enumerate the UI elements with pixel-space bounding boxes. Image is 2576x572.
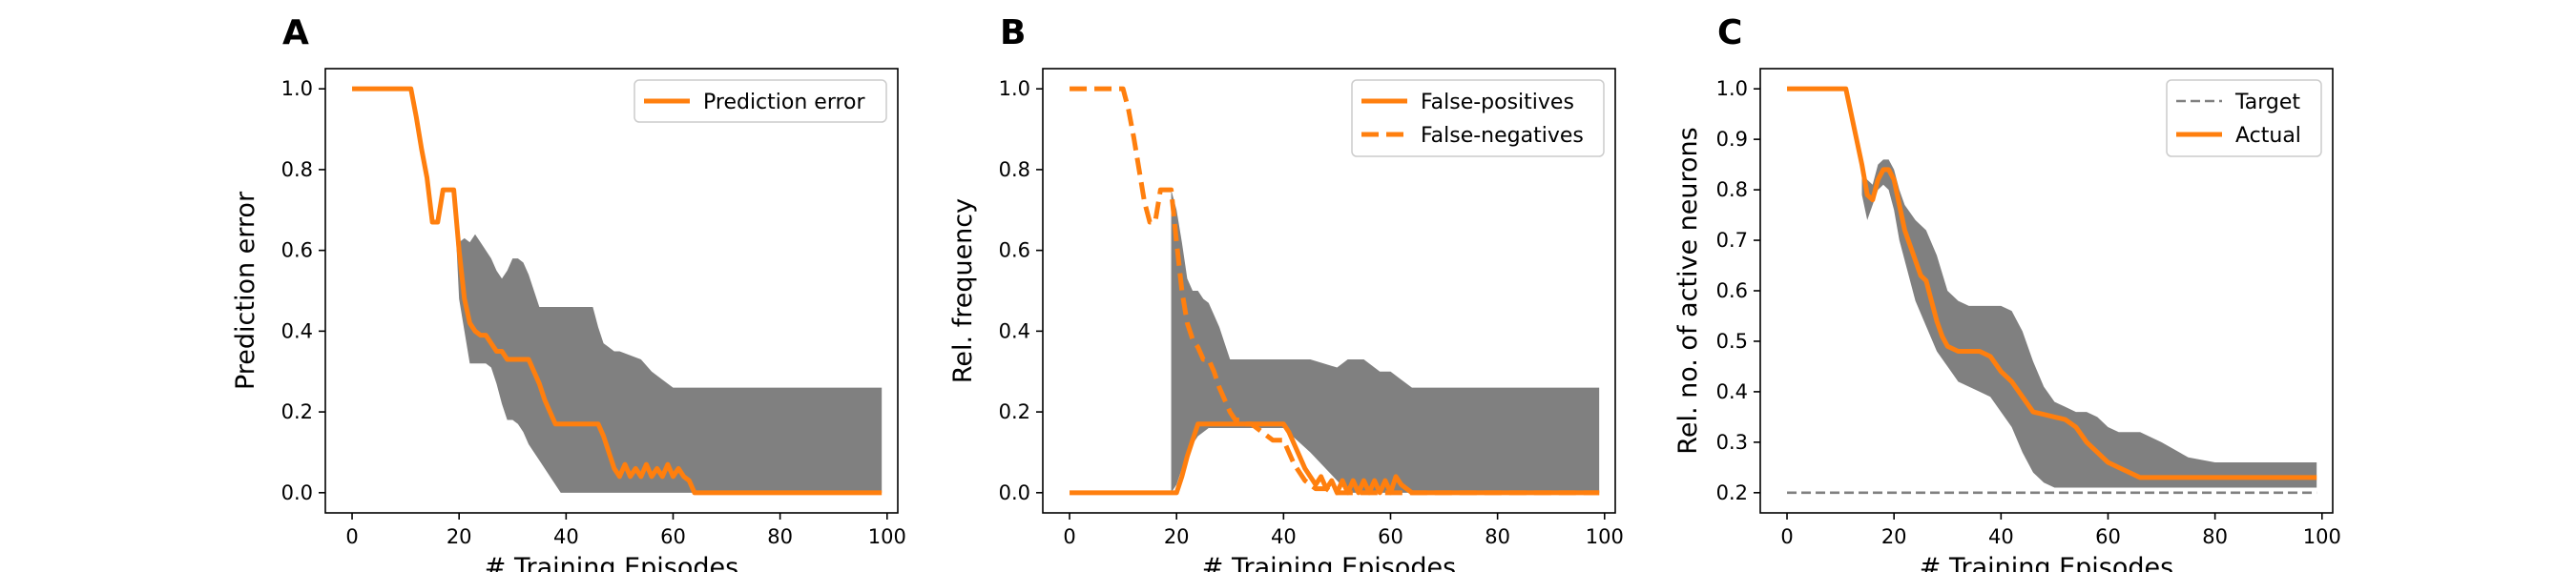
panel-a: 0 20 40 60 80 100 0.0 0.2 0.4 0.6 0.8 1.0 # Training… bbox=[231, 13, 906, 572]
y-tick-label: 0.6 bbox=[1716, 279, 1748, 302]
y-tick-label: 0.8 bbox=[281, 158, 313, 181]
legend-label: False-positives bbox=[1421, 91, 1574, 114]
x-tick-label: 0 bbox=[1063, 525, 1075, 548]
x-tick-label: 80 bbox=[2202, 525, 2228, 548]
y-tick-label: 0.0 bbox=[281, 481, 313, 504]
x-tick-label: 40 bbox=[553, 525, 579, 548]
x-tick-label: 0 bbox=[1780, 525, 1793, 548]
variance-band bbox=[1861, 159, 2317, 488]
x-axis-label: # Training Episodes bbox=[1202, 553, 1456, 572]
y-axis-label: Rel. frequency bbox=[948, 198, 978, 383]
panel-letter: B bbox=[1000, 13, 1026, 52]
panel-letter: C bbox=[1717, 13, 1742, 52]
y-tick-label: 0.2 bbox=[1716, 481, 1748, 504]
legend-box bbox=[2166, 79, 2322, 157]
y-tick-label: 0.6 bbox=[999, 239, 1030, 262]
y-tick-label: 0.4 bbox=[999, 319, 1030, 342]
panel-c: 0 20 40 60 80 100 0.2 0.3 0.4 0.5 0.6 0.7 0.8 0.9 1.0 #… bbox=[1673, 13, 2341, 572]
x-tick-label: 100 bbox=[2303, 525, 2341, 548]
plot-area bbox=[1787, 86, 2317, 495]
y-tick-label: 0.2 bbox=[999, 400, 1030, 423]
x-tick-label: 100 bbox=[868, 525, 906, 548]
y-tick-label: 0.7 bbox=[1716, 229, 1748, 252]
y-tick-label: 0.2 bbox=[281, 400, 313, 423]
x-tick-label: 60 bbox=[2095, 525, 2121, 548]
plot-area bbox=[1070, 86, 1600, 496]
axes-frame bbox=[1042, 68, 1616, 514]
x-tick-label: 80 bbox=[1485, 525, 1510, 548]
variance-band bbox=[432, 190, 883, 493]
plot-area bbox=[352, 86, 883, 496]
y-tick-label: 0.3 bbox=[1716, 431, 1748, 454]
legend: False-positives False-negatives bbox=[1351, 79, 1605, 157]
y-tick-label: 0.9 bbox=[1716, 128, 1748, 151]
y-axis-label: Prediction error bbox=[231, 191, 260, 390]
x-tick-label: 100 bbox=[1586, 525, 1624, 548]
series-line-prediction-error bbox=[352, 86, 883, 496]
legend-label: False-negatives bbox=[1421, 124, 1584, 148]
y-tick-label: 1.0 bbox=[1716, 77, 1748, 100]
legend: Target Actual bbox=[2166, 79, 2322, 157]
x-tick-label: 80 bbox=[767, 525, 793, 548]
x-axis-label: # Training Episodes bbox=[485, 553, 738, 572]
axes-frame bbox=[324, 68, 899, 514]
x-tick-label: 60 bbox=[660, 525, 686, 548]
legend-label: Target bbox=[2234, 91, 2300, 114]
x-tick-label: 40 bbox=[1271, 525, 1297, 548]
panel-letter: A bbox=[282, 13, 309, 52]
legend-box bbox=[634, 79, 887, 123]
series-line-actual bbox=[1787, 86, 2317, 480]
x-tick-label: 20 bbox=[1164, 525, 1190, 548]
y-tick-label: 1.0 bbox=[281, 77, 313, 100]
y-tick-label: 0.4 bbox=[1716, 380, 1748, 403]
legend-label: Prediction error bbox=[703, 91, 865, 114]
series-line-false-negatives bbox=[1070, 86, 1600, 496]
y-tick-label: 0.5 bbox=[1716, 330, 1748, 353]
legend: Prediction error bbox=[634, 79, 887, 123]
legend-label: Actual bbox=[2235, 124, 2301, 148]
y-tick-label: 1.0 bbox=[999, 77, 1030, 100]
variance-band bbox=[1171, 190, 1600, 493]
y-tick-label: 0.0 bbox=[999, 481, 1030, 504]
x-tick-label: 0 bbox=[345, 525, 358, 548]
x-tick-label: 60 bbox=[1378, 525, 1403, 548]
panel-b: 0 20 40 60 80 100 0.0 0.2 0.4 0.6 0.8 1.0 # Training… bbox=[948, 13, 1624, 572]
y-tick-label: 0.6 bbox=[281, 239, 313, 262]
y-axis-label: Rel. no. of active neurons bbox=[1673, 127, 1703, 454]
legend-box bbox=[1351, 79, 1605, 157]
y-tick-label: 0.8 bbox=[999, 158, 1030, 181]
x-tick-label: 40 bbox=[1988, 525, 2014, 548]
x-tick-label: 20 bbox=[447, 525, 472, 548]
y-tick-label: 0.4 bbox=[281, 319, 313, 342]
y-tick-label: 0.8 bbox=[1716, 178, 1748, 201]
x-tick-label: 20 bbox=[1881, 525, 1907, 548]
x-axis-label: # Training Episodes bbox=[1920, 553, 2173, 572]
